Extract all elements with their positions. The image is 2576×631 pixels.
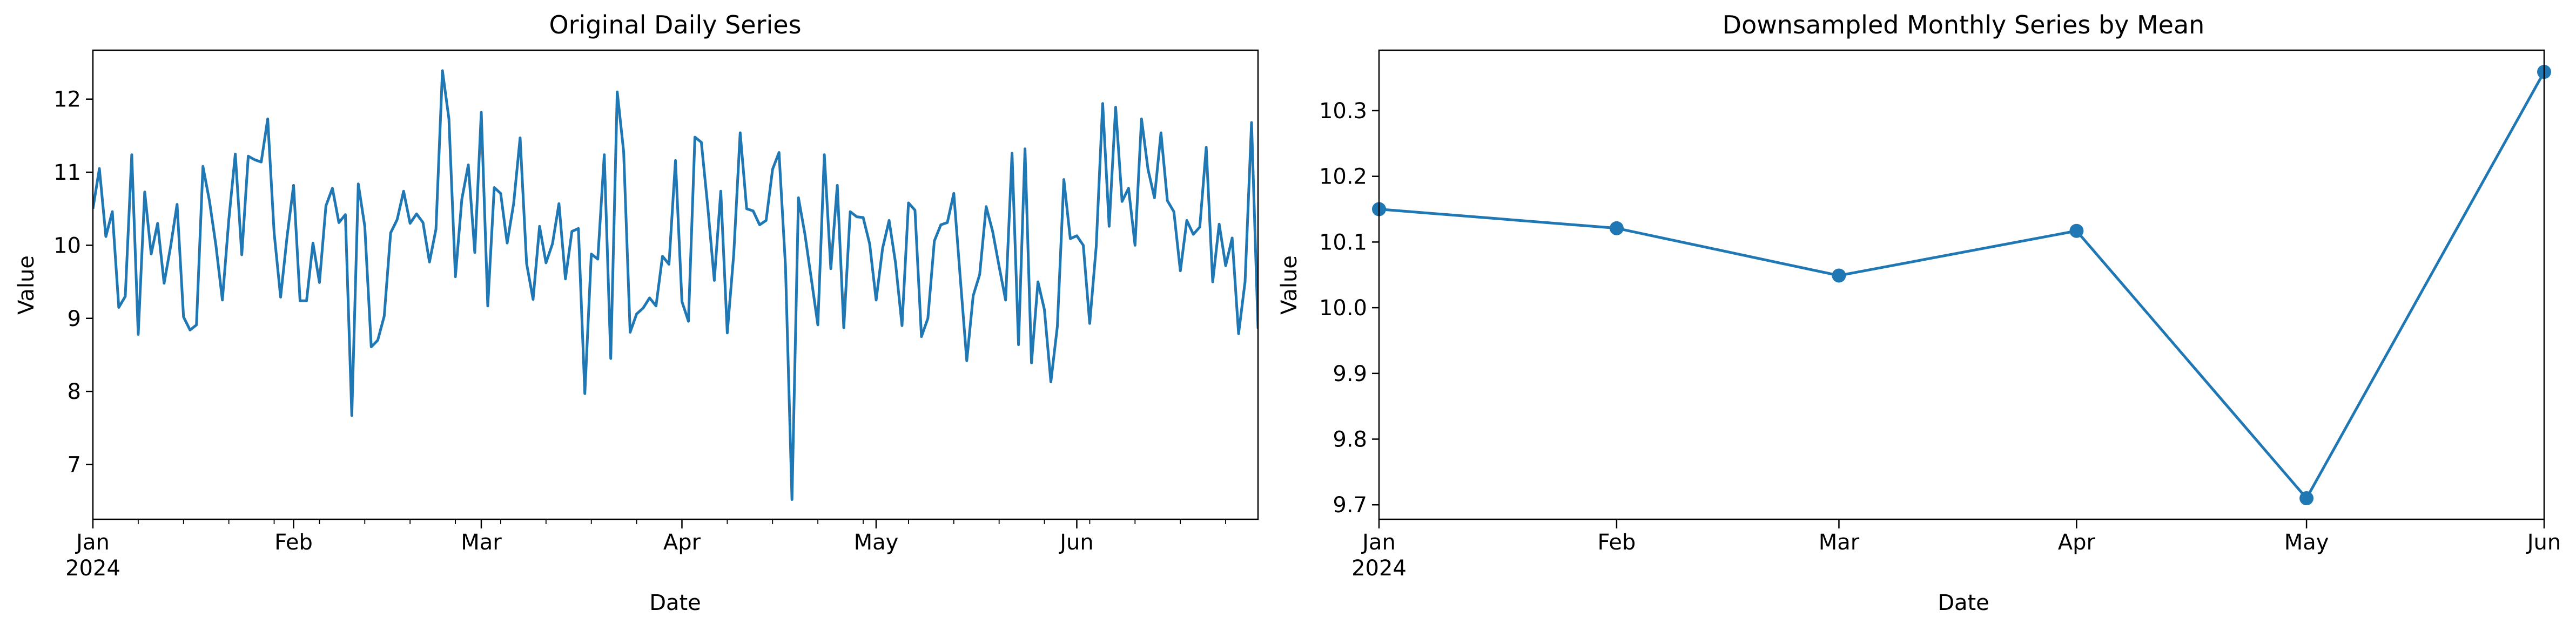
- monthly-plot-frame: [1378, 49, 2545, 520]
- y-tick-label: 9: [68, 307, 81, 331]
- daily-plot-data: [93, 69, 1258, 501]
- x-tick-label: Jun: [2526, 530, 2561, 555]
- y-tick-label: 10.0: [1319, 296, 1367, 321]
- y-tick-label: 9.8: [1333, 428, 1367, 452]
- daily-chart-title: Original Daily Series: [549, 10, 801, 39]
- monthly-plot-data: [1372, 65, 2551, 506]
- y-tick-label: 10.1: [1319, 230, 1367, 255]
- y-tick-label: 9.9: [1333, 362, 1367, 386]
- x-tick-label: Feb: [1598, 530, 1636, 555]
- x-tick-label: May: [854, 530, 899, 555]
- series-line: [93, 69, 1258, 501]
- monthly-chart-title: Downsampled Monthly Series by Mean: [1723, 10, 2205, 39]
- x-tick-year-label: 2024: [1351, 556, 1407, 581]
- data-point: [2299, 491, 2314, 506]
- data-point: [2069, 223, 2084, 238]
- daily-series-chart: Original Daily Series Value Date 7 8 9 10 11…: [14, 10, 1259, 615]
- x-tick-label: Apr: [2058, 530, 2096, 555]
- x-tick-label: Mar: [461, 530, 502, 555]
- monthly-series-chart: Downsampled Monthly Series by Mean Value…: [1277, 10, 2561, 615]
- x-tick-label: Jan: [1361, 530, 1396, 555]
- daily-plot-frame: [92, 49, 1259, 520]
- daily-chart-ylabel: Value: [14, 255, 39, 315]
- y-tick-label: 9.7: [1333, 493, 1367, 518]
- monthly-y-axis-ticks: 9.7 9.8 9.9 10.0 10.1 10.2 10.3: [1319, 99, 1379, 518]
- y-tick-label: 12: [53, 87, 81, 112]
- x-tick-label: Feb: [274, 530, 313, 555]
- y-tick-label: 10.3: [1319, 99, 1367, 124]
- y-tick-label: 7: [68, 452, 81, 477]
- y-tick-label: 10: [53, 233, 81, 258]
- data-point: [1609, 221, 1624, 235]
- daily-y-axis-ticks: 7 8 9 10 11 12: [53, 87, 93, 477]
- x-tick-label: May: [2284, 530, 2329, 555]
- x-tick-label: Jun: [1058, 530, 1094, 555]
- x-tick-label: Apr: [663, 530, 701, 555]
- y-tick-label: 10.2: [1319, 165, 1367, 189]
- x-tick-year-label: 2024: [65, 556, 120, 581]
- series-line: [1379, 71, 2544, 500]
- monthly-chart-ylabel: Value: [1277, 255, 1302, 315]
- y-tick-label: 8: [68, 379, 81, 404]
- y-tick-label: 11: [53, 160, 81, 185]
- data-point: [1832, 268, 1846, 283]
- monthly-chart-xlabel: Date: [1938, 591, 1989, 615]
- x-tick-label: Jan: [75, 530, 110, 555]
- daily-chart-xlabel: Date: [649, 591, 701, 615]
- x-tick-label: Mar: [1819, 530, 1860, 555]
